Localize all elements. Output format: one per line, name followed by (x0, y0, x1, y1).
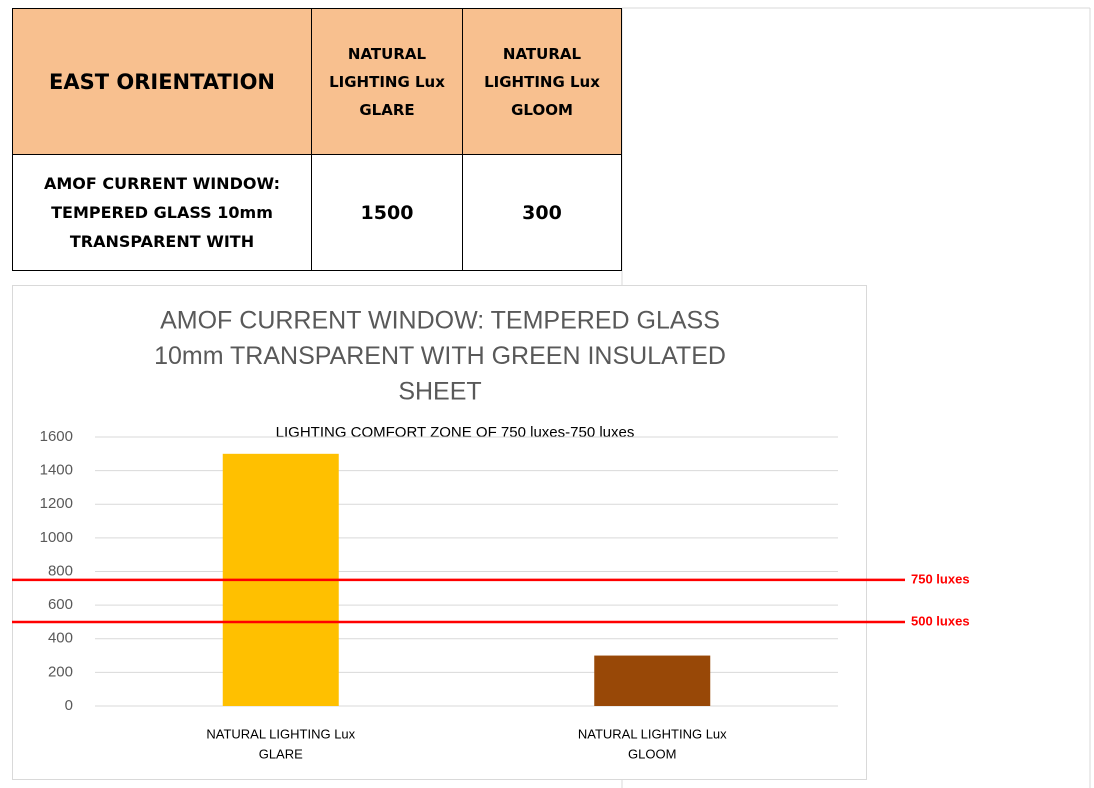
x-tick-label: NATURAL LIGHTING Lux (206, 726, 355, 741)
header-cell: NATURAL LIGHTING Lux GLOOM (462, 8, 622, 155)
y-tick-label: 1400 (40, 462, 73, 479)
y-tick-label: 1600 (40, 428, 73, 445)
y-tick-label: 0 (65, 697, 73, 714)
y-tick-label: 600 (48, 596, 73, 613)
cell: 300 (462, 154, 622, 271)
chart-subtitle: LIGHTING COMFORT ZONE OF 750 luxes-750 l… (276, 424, 635, 441)
y-tick-label: 1000 (40, 529, 73, 546)
chart-title: 10mm TRANSPARENT WITH GREEN INSULATED (154, 342, 726, 370)
y-tick-label: 1200 (40, 495, 73, 512)
y-tick-label: 800 (48, 562, 73, 579)
cell: 1500 (311, 154, 463, 271)
cell: AMOF CURRENT WINDOW: TEMPERED GLASS 10mm… (12, 154, 312, 271)
header-cell: NATURAL LIGHTING Lux GLARE (311, 8, 463, 155)
reference-label: 750 luxes (911, 571, 970, 586)
chart-title: AMOF CURRENT WINDOW: TEMPERED GLASS (160, 307, 720, 335)
header-cell: EAST ORIENTATION (12, 8, 312, 155)
data-table: EAST ORIENTATION NATURAL LIGHTING Lux GL… (12, 8, 622, 271)
y-tick-label: 200 (48, 663, 73, 680)
chart-title: SHEET (398, 378, 481, 406)
x-tick-label: NATURAL LIGHTING Lux (578, 726, 727, 741)
bar (594, 655, 711, 706)
reference-label: 500 luxes (911, 613, 970, 628)
y-tick-label: 400 (48, 630, 73, 647)
chart-frame (12, 285, 867, 780)
x-tick-label: GLOOM (628, 746, 676, 761)
x-tick-label: GLARE (259, 746, 303, 761)
